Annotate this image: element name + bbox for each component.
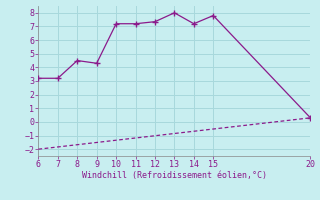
X-axis label: Windchill (Refroidissement éolien,°C): Windchill (Refroidissement éolien,°C) <box>82 171 267 180</box>
